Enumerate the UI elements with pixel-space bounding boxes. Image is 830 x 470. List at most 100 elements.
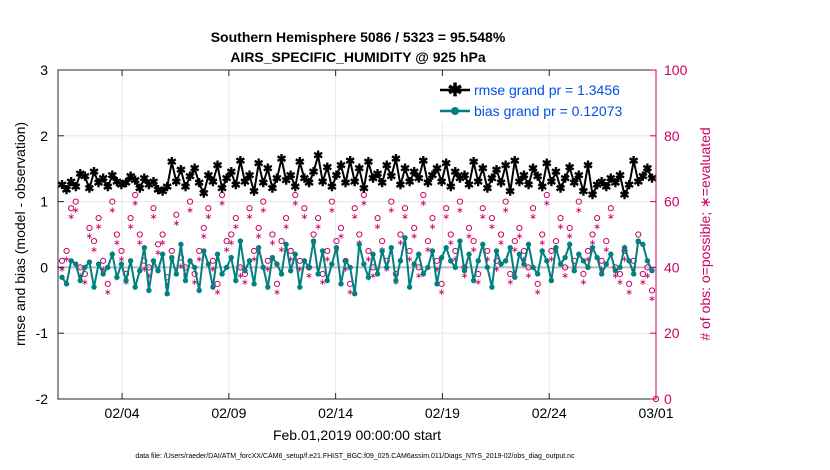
rmse-point: ✱ [491, 163, 501, 177]
obs-evaluated-marker: ∗ [415, 271, 423, 281]
obs-possible-marker [379, 237, 386, 245]
obs-evaluated-marker: ∗ [497, 238, 505, 248]
rmse-point: ✱ [158, 185, 168, 199]
obs-evaluated-marker: ∗ [474, 277, 482, 287]
rmse-point: ✱ [222, 172, 232, 186]
rmse-point: ✱ [318, 175, 328, 189]
bias-point [150, 258, 157, 264]
bias-point [539, 248, 545, 254]
bias-point [411, 261, 417, 267]
obs-evaluated-marker: ∗ [525, 271, 533, 281]
rmse-point: ✱ [482, 181, 492, 195]
rmse-point: ✱ [395, 178, 405, 192]
y-tick-label: -2 [36, 391, 49, 407]
y-ticks-right: 0 20 40 60 80 100 [650, 62, 688, 407]
rmse-point: ✱ [130, 174, 140, 188]
obs-evaluated-marker: ∗ [484, 254, 492, 264]
obs-evaluated-marker: ∗ [269, 238, 277, 248]
obs-possible-marker [269, 231, 276, 238]
obs-evaluated-marker: ∗ [278, 244, 286, 254]
obs-possible-marker [104, 280, 111, 287]
obs-evaluated-marker: ∗ [63, 254, 71, 264]
obs-possible-marker [365, 247, 372, 255]
obs-evaluated-marker: ∗ [259, 205, 267, 215]
obs-evaluated-marker: ∗ [104, 287, 112, 297]
obs-evaluated-marker: ∗ [584, 254, 592, 264]
obs-evaluated-marker: ∗ [397, 238, 405, 248]
bias-point [178, 241, 184, 248]
obs-evaluated-marker: ∗ [232, 221, 240, 231]
obs-evaluated-marker: ∗ [520, 254, 528, 264]
y-right-tick-label: 60 [664, 194, 680, 210]
rmse-point: ✱ [620, 188, 630, 202]
rmse-point: ✱ [533, 170, 543, 184]
x-tick-label: 02/04 [105, 405, 140, 421]
y-tick-label: 1 [40, 194, 48, 210]
bias-point [214, 251, 221, 257]
obs-possible-marker [196, 247, 203, 255]
rmse-point: ✱ [263, 162, 273, 176]
x-tick-label: 03/01 [638, 405, 673, 421]
obs-possible-marker [324, 247, 331, 255]
rmse-point: ✱ [615, 168, 625, 182]
bias-point [73, 261, 79, 267]
rmse-point: ✱ [354, 162, 364, 176]
obs-evaluated-marker: ∗ [644, 271, 652, 281]
bias-point [576, 251, 582, 257]
obs-evaluated-marker: ∗ [296, 264, 304, 274]
bias-line [61, 237, 653, 294]
rmse-point: ✱ [501, 158, 511, 172]
y-tick-label: 0 [40, 259, 48, 275]
obs-possible-marker [443, 205, 450, 212]
bias-point [544, 258, 550, 264]
bias-point [631, 271, 637, 277]
obs-possible-marker [209, 257, 217, 264]
bias-point [557, 261, 564, 267]
rmse-point: ✱ [277, 152, 287, 166]
obs-possible-marker [626, 280, 633, 287]
obs-possible-marker [232, 214, 239, 222]
obs-evaluated-marker: ∗ [328, 205, 336, 215]
obs-evaluated-marker: ∗ [113, 238, 121, 248]
bias-point [283, 241, 289, 248]
obs-possible-marker [639, 270, 646, 278]
y-tick-label: 2 [40, 128, 48, 144]
rmse-point: ✱ [341, 176, 351, 190]
rmse-point: ✱ [290, 180, 300, 194]
y-tick-label: -1 [36, 325, 49, 341]
bias-point [644, 258, 651, 264]
bias-point [470, 277, 477, 284]
obs-possible-marker [109, 198, 116, 205]
obs-possible-marker [447, 231, 454, 238]
obs-evaluated-marker: ∗ [136, 238, 144, 248]
obs-possible-marker [648, 287, 656, 294]
obs-possible-marker [456, 198, 464, 205]
obs-evaluated-marker: ∗ [593, 221, 601, 231]
rmse-point: ✱ [574, 168, 584, 182]
bias-point [649, 267, 655, 274]
rmse-point: ✱ [194, 176, 204, 190]
bias-point [553, 244, 559, 251]
obs-possible-marker [470, 237, 477, 245]
bias-point [260, 264, 266, 271]
obs-possible-marker [589, 231, 596, 238]
bias-point [507, 244, 513, 251]
obs-evaluated-marker: ∗ [612, 271, 620, 281]
obs-evaluated-marker: ∗ [406, 254, 414, 264]
rmse-point: ✱ [487, 172, 497, 186]
bias-point [397, 258, 404, 264]
bias-point [493, 248, 500, 254]
bias-point [265, 284, 271, 290]
obs-evaluated-marker: ∗ [529, 211, 537, 221]
obs-evaluated-marker: ∗ [534, 287, 542, 297]
y-tick-label: 3 [40, 62, 48, 78]
obs-possible-marker [113, 231, 120, 238]
bias-point [480, 241, 486, 248]
rmse-point: ✱ [272, 172, 282, 186]
obs-possible-marker [465, 224, 473, 232]
rmse-point: ✱ [597, 175, 607, 189]
rmse-point: ✱ [199, 187, 209, 201]
rmse-point: ✱ [555, 181, 565, 195]
obs-possible-marker [273, 280, 281, 287]
obs-evaluated-marker: ∗ [616, 277, 624, 287]
